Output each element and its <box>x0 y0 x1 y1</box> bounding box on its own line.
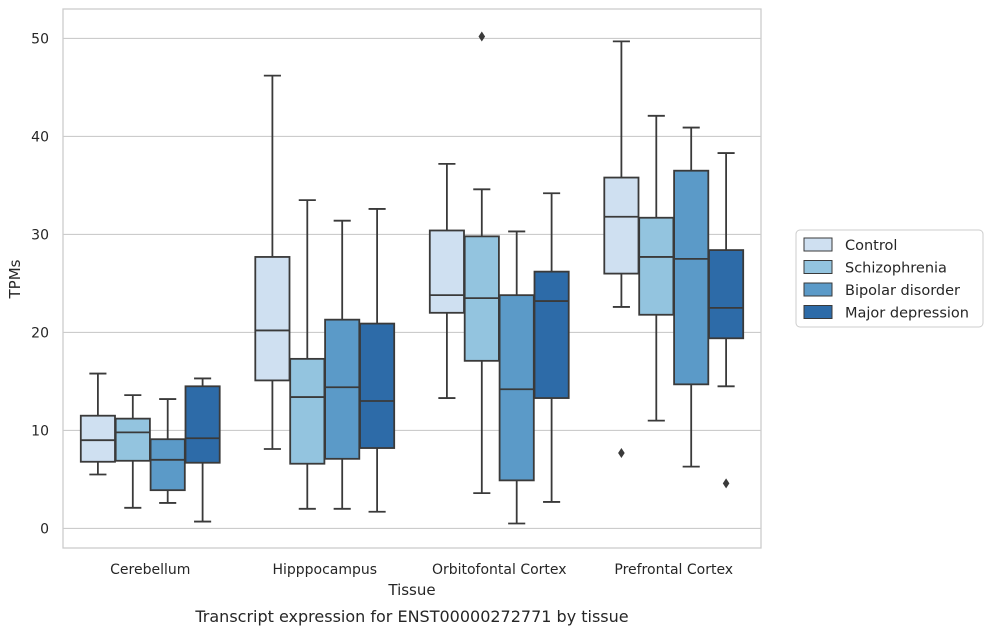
box-group <box>254 74 291 450</box>
legend-label: Major depression <box>845 306 969 322</box>
box-iqr <box>79 414 116 463</box>
legend-swatch <box>803 305 833 319</box>
outlier-point <box>722 478 730 489</box>
legend-label: Control <box>845 238 897 254</box>
box-iqr <box>324 318 361 460</box>
box-iqr <box>708 249 745 340</box>
y-tick-label: 0 <box>40 521 49 537</box>
box-group <box>324 219 361 510</box>
outlier-point <box>478 31 486 42</box>
box-group <box>708 152 745 489</box>
y-tick-labels: 0 10 20 30 40 50 <box>31 31 49 537</box>
box-iqr <box>428 229 465 314</box>
series-group <box>184 152 745 523</box>
box-group <box>114 394 151 509</box>
y-tick-label: 40 <box>31 129 49 145</box>
x-axis-title: Tissue <box>387 581 435 599</box>
box-iqr <box>498 294 535 482</box>
box-iqr <box>673 169 710 386</box>
x-tick-label: Cerebellum <box>110 562 190 578</box>
series-group <box>114 31 675 510</box>
box-iqr <box>603 176 640 275</box>
x-tick-label: Hipppocampus <box>272 562 377 578</box>
box-group <box>359 208 396 513</box>
legend-frame <box>795 229 984 328</box>
legend-label: Bipolar disorder <box>845 283 960 299</box>
box-group <box>673 126 710 468</box>
box-series <box>79 31 745 525</box>
series-group <box>79 40 640 476</box>
box-group <box>289 199 326 510</box>
legend: Control Schizophrenia Bipolar disorder Majo… <box>795 229 984 328</box>
box-group <box>184 377 221 523</box>
box-group <box>428 162 465 399</box>
y-tick-label: 10 <box>31 423 49 439</box>
y-tick-label: 50 <box>31 31 49 47</box>
box-iqr <box>254 256 291 382</box>
x-tick-label: Prefrontal Cortex <box>614 562 733 578</box>
box-group <box>603 40 640 458</box>
box-group <box>79 372 116 476</box>
legend-swatch <box>803 260 833 274</box>
box-iqr <box>184 385 221 464</box>
box-group <box>533 192 570 503</box>
box-iqr <box>638 216 675 316</box>
series-group <box>149 126 710 525</box>
grid-lines <box>63 37 761 529</box>
legend-items: Control Schizophrenia Bipolar disorder Majo… <box>803 237 969 322</box>
box-iqr <box>114 417 151 462</box>
box-group <box>463 31 500 495</box>
box-iqr <box>533 270 570 399</box>
y-axis-title: TPMs <box>6 259 24 299</box>
outlier-point <box>618 447 625 458</box>
legend-swatch <box>803 237 833 252</box>
box-iqr <box>359 322 396 449</box>
legend-label: Schizophrenia <box>845 261 947 277</box>
legend-swatch <box>803 282 833 297</box>
box-group <box>638 114 675 422</box>
box-group <box>149 398 186 504</box>
y-tick-label: 30 <box>31 227 49 243</box>
x-tick-labels: Cerebellum Hipppocampus Orbitofontal Corte… <box>110 562 733 578</box>
box-iqr <box>149 438 186 492</box>
box-iqr <box>289 357 326 465</box>
chart-caption: Transcript expression for ENST0000027277… <box>194 607 628 626</box>
y-tick-label: 20 <box>31 325 49 341</box>
x-tick-label: Orbitofontal Cortex <box>432 562 567 578</box>
